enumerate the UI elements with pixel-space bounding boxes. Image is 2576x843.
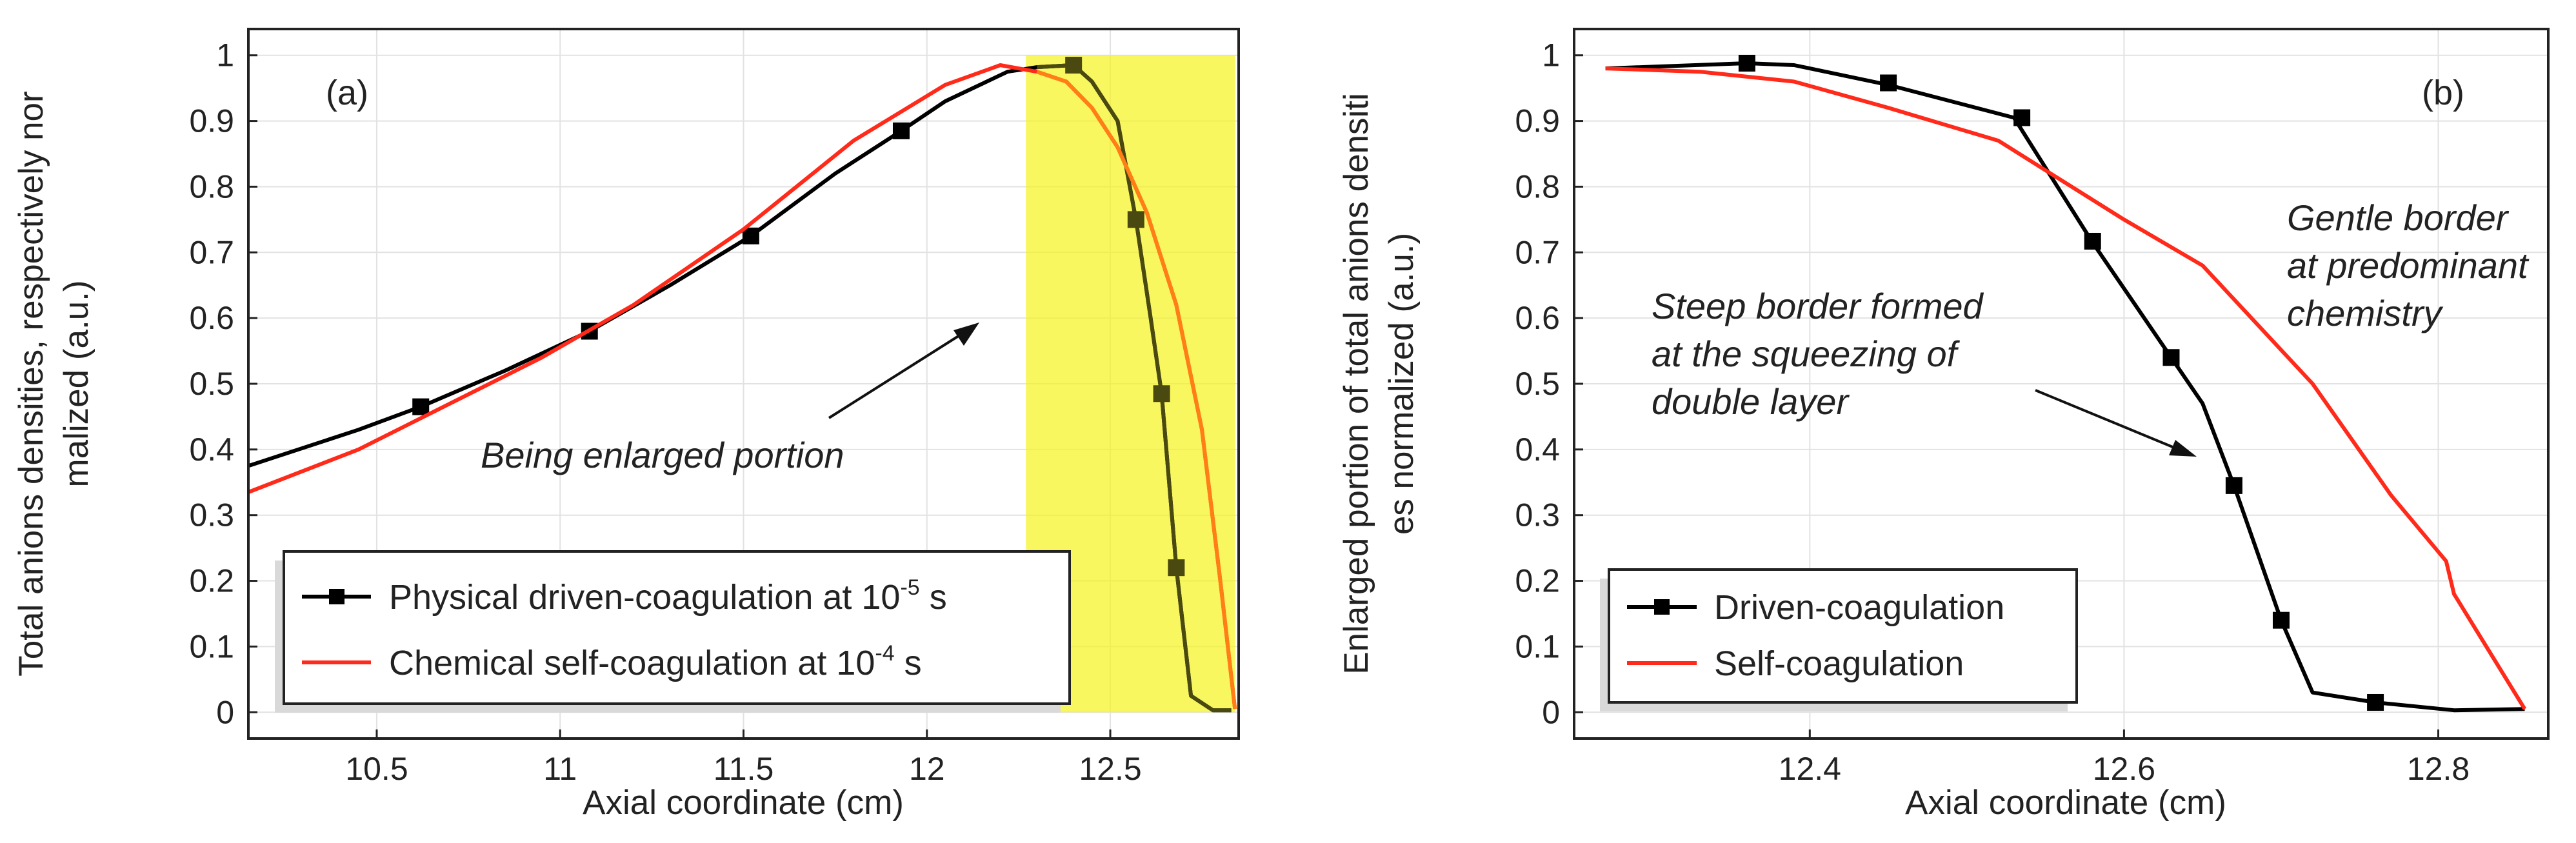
panel-b-series-driven-coagulation-marker (2367, 693, 2384, 711)
panel-b-annotation-gentle: Gentle border at predominant chemistry (2287, 197, 2538, 333)
panel-b-y-ticks: 0 0.1 0.2 0.3 0.4 0.5 0.6 0.7 0.8 0.9 1 (1515, 37, 1583, 730)
panel-b-y-tick-label: 0.2 (1515, 563, 1560, 599)
legend-marker-physical (329, 589, 344, 604)
legend-label-physical-unit: s (920, 578, 947, 617)
panel-a: 0 0.1 0.2 0.3 0.4 0.5 0.6 0.7 0.8 0.9 1 10.5 11 11.5… (12, 28, 1240, 822)
panel-b-annotation-arrowhead (2169, 440, 2197, 457)
legend-label-chemical-unit: s (895, 644, 922, 682)
panel-b-annotation-steep: Steep border formed at the squeezing of … (1652, 286, 1993, 422)
panel-a-y-axis-label-line1: Total anions densities, respectively nor (12, 91, 50, 676)
panel-a-y-tick-label: 0.5 (189, 366, 234, 402)
annotation-gentle-line2: at predominant (2287, 245, 2530, 286)
panel-a-y-tick-label: 0.4 (189, 431, 234, 468)
panel-b-y-axis-label-line2: es normalized (a.u.) (1383, 233, 1421, 535)
panel-a-series (247, 57, 1237, 713)
panel-a-annotation: Being enlarged portion (481, 435, 844, 475)
panel-b-plot-frame (1573, 28, 2550, 740)
legend-marker-driven (1654, 599, 1670, 615)
panel-a-x-ticks: 10.5 11 11.5 12 12.5 (345, 729, 1142, 787)
panel-a-x-tick-label: 10.5 (345, 751, 408, 787)
panel-b-y-tick-label: 0.3 (1515, 497, 1560, 533)
panel-b-series-driven-coagulation-marker (2225, 477, 2242, 494)
panel-a-y-tick-label: 0.8 (189, 168, 234, 204)
panel-a-y-tick-label: 0 (216, 694, 234, 730)
panel-b-series-self-coagulation-line (1605, 66, 2527, 710)
legend-label-chemical-main: Chemical self-coagulation at 10 (389, 644, 875, 682)
panel-a-series-physical-driven-coagulation-at-10-5-s-marker (1127, 211, 1144, 228)
panel-a-y-tick-label: 0.3 (189, 497, 234, 533)
panel-a-plot-frame (247, 28, 1240, 740)
panel-b-y-tick-label: 1 (1542, 37, 1560, 74)
legend-label-self: Self-coagulation (1714, 644, 1964, 683)
panel-a-y-ticks: 0 0.1 0.2 0.3 0.4 0.5 0.6 0.7 0.8 0.9 1 (189, 37, 257, 730)
panel-a-x-tick-label: 11.5 (714, 751, 774, 787)
panel-a-series-physical-driven-coagulation-at-10-5-s-marker (412, 398, 430, 415)
panel-b-y-tick-label: 0 (1542, 694, 1560, 730)
panel-b-series-driven-coagulation-marker (2162, 349, 2180, 366)
annotation-steep-line3: double layer (1652, 381, 1850, 422)
panel-b-y-tick-label: 0.9 (1515, 103, 1560, 139)
panel-b-series (1605, 54, 2527, 713)
panel-a-x-tick-label: 12.5 (1079, 751, 1141, 787)
panel-b-y-axis-label-line1: Enlarged portion of total anions densiti (1337, 93, 1375, 675)
panel-a-series-physical-driven-coagulation-at-10-5-s-marker (892, 122, 910, 139)
annotation-gentle-line3: chemistry (2287, 293, 2444, 333)
panel-b-y-tick-label: 0.7 (1515, 234, 1560, 270)
panel-b-y-tick-label: 0.8 (1515, 168, 1560, 204)
panel-a-series-physical-driven-coagulation-at-10-5-s-marker (1065, 57, 1083, 74)
panel-b-x-tick-label: 12.4 (1779, 751, 1841, 787)
panel-b-y-tick-label: 0.6 (1515, 300, 1560, 336)
panel-a-label: (a) (326, 74, 368, 112)
panel-a-x-tick-label: 12 (909, 751, 945, 787)
panel-b-series-driven-coagulation-marker (2272, 611, 2290, 629)
panel-a-series-physical-driven-coagulation-at-10-5-s-marker (1153, 385, 1170, 402)
panel-a-legend-box (283, 550, 1071, 705)
panel-b-y-tick-label: 0.4 (1515, 431, 1560, 468)
panel-b-series-driven-coagulation-marker (2013, 109, 2031, 126)
legend-label-physical: Physical driven-coagulation at 10-5 s (389, 575, 947, 617)
panel-b-x-ticks: 12.4 12.6 12.8 (1779, 729, 2470, 787)
legend-label-chemical: Chemical self-coagulation at 10-4 s (389, 641, 922, 682)
panel-a-annotation-arrowhead (954, 322, 979, 346)
panel-b-series-driven-coagulation-marker (2084, 232, 2101, 250)
legend-label-physical-exponent: -5 (900, 575, 919, 600)
panel-a-series-chemical-self-coagulation-at-10-4-s-highlighted-segment (1036, 70, 1237, 709)
panel-b-legend: Driven-coagulation Self-coagulation (1600, 568, 2078, 711)
panel-a-y-tick-label: 0.2 (189, 563, 234, 599)
panel-b-series-driven-coagulation-marker (1738, 54, 1755, 72)
annotation-gentle-line1: Gentle border (2287, 197, 2510, 238)
legend-label-physical-main: Physical driven-coagulation at 10 (389, 578, 900, 617)
annotation-steep-line2: at the squeezing of (1652, 333, 1961, 374)
panel-a-x-tick-label: 11 (543, 751, 577, 787)
panel-a-annotation-arrow-line (828, 332, 964, 419)
panel-b-y-tick-label: 0.5 (1515, 366, 1560, 402)
panel-a-y-tick-label: 0.7 (189, 234, 234, 270)
panel-b-y-tick-label: 0.1 (1515, 628, 1560, 664)
panel-a-legend: Physical driven-coagulation at 10-5 s Ch… (275, 550, 1071, 713)
annotation-steep-line1: Steep border formed (1652, 286, 1984, 326)
legend-label-driven: Driven-coagulation (1714, 588, 2004, 627)
panel-a-y-tick-label: 0.6 (189, 300, 234, 336)
panel-b-x-tick-label: 12.6 (2093, 751, 2155, 787)
panel-b-annotation-arrow-line (2035, 389, 2178, 450)
panel-a-x-axis-label: Axial coordinate (cm) (583, 784, 904, 822)
panel-b-series-driven-coagulation-marker (1880, 74, 1897, 92)
panel-a-y-axis-label-line2: malized (a.u.) (57, 280, 95, 487)
panel-a-y-tick-label: 1 (216, 37, 234, 74)
panel-a-y-tick-label: 0.9 (189, 103, 234, 139)
panel-b-legend-box (1608, 568, 2078, 704)
panel-a-y-tick-label: 0.1 (189, 628, 234, 664)
panel-b-x-axis-label: Axial coordinate (cm) (1905, 784, 2226, 822)
panel-a-series-physical-driven-coagulation-at-10-5-s-marker (1168, 559, 1185, 577)
legend-label-chemical-exponent: -4 (875, 641, 894, 666)
panel-b-label: (b) (2422, 74, 2464, 112)
panel-b: 00.10.20.30.40.50.60.70.80.91 12.4 12.6 12… (1337, 28, 2550, 822)
panel-b-series-driven-coagulation-line (1605, 61, 2525, 713)
panel-b-x-tick-label: 12.8 (2407, 751, 2470, 787)
panel-a-series-physical-driven-coagulation-at-10-5-s-highlighted-segment (1037, 63, 1232, 713)
